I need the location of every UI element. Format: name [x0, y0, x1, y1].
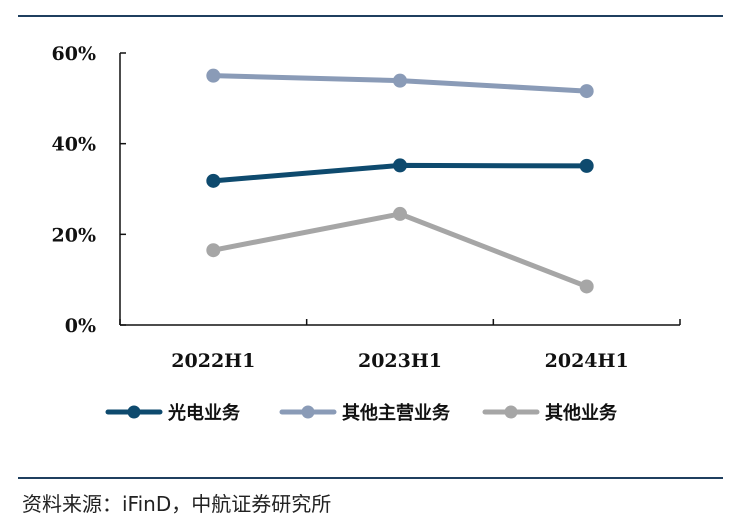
- data-point: [206, 243, 221, 258]
- source-note: 资料来源：iFinD，中航证券研究所: [22, 492, 332, 516]
- y-tick-label: 60%: [52, 43, 97, 65]
- series-2: [206, 68, 594, 99]
- legend-item: 光电业务: [105, 402, 241, 424]
- data-point: [393, 158, 407, 173]
- chart-legend: 光电业务 其他主营业务 其他业务: [105, 402, 618, 424]
- series-line: [210, 211, 590, 289]
- data-point: [393, 73, 407, 88]
- data-point: [393, 206, 407, 221]
- legend-label: 光电业务: [167, 402, 241, 424]
- y-tick-label: 20%: [52, 224, 97, 246]
- legend-marker: [504, 405, 518, 419]
- series-3: [206, 206, 594, 294]
- legend-label: 其他主营业务: [342, 402, 451, 424]
- y-tick-label: 40%: [52, 134, 97, 156]
- x-tick-label: 2023H1: [358, 350, 442, 372]
- chart-series: [206, 68, 594, 294]
- data-point: [206, 68, 221, 83]
- data-point: [579, 158, 594, 173]
- x-tick-label: 2022H1: [171, 350, 255, 372]
- chart-axes: 0% 20% 40% 60% 2022H1 2023H1 2024H1: [52, 43, 681, 372]
- data-point: [579, 84, 594, 99]
- legend-label: 其他业务: [545, 402, 618, 424]
- bottom-rule: [18, 477, 723, 479]
- legend-item: 其他业务: [482, 402, 618, 424]
- top-rule: [18, 15, 723, 17]
- data-point: [579, 279, 594, 294]
- y-tick-label: 0%: [65, 315, 96, 337]
- data-point: [206, 173, 221, 188]
- legend-marker: [127, 405, 141, 419]
- x-tick-label: 2024H1: [545, 350, 629, 372]
- legend-marker: [301, 405, 315, 419]
- legend-item: 其他主营业务: [279, 402, 451, 424]
- series-1: [206, 158, 594, 188]
